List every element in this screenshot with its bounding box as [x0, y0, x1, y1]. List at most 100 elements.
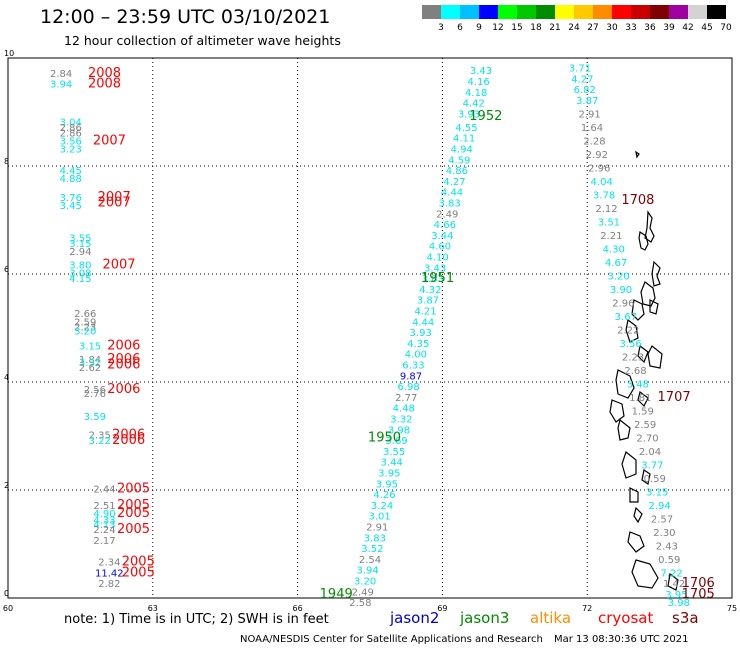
satellite-jason2: jason2: [390, 609, 440, 627]
wave-height-point: 4.59: [448, 155, 470, 166]
legend-swatch: [479, 5, 498, 19]
wave-height-point: 2.77: [395, 393, 417, 404]
wave-height-point: 3.95: [665, 590, 687, 601]
wave-height-point: 1.59: [632, 406, 654, 417]
wave-height-point: 2.58: [349, 598, 371, 609]
wave-height-point: 6.98: [397, 382, 419, 393]
legend-swatch: [593, 5, 612, 19]
legend-swatch: [498, 5, 517, 19]
wave-height-point: 3.56: [60, 136, 82, 147]
wave-height-point: 3.15: [79, 342, 101, 353]
wave-height-point: 2.28: [583, 136, 605, 147]
pass-time-label: 2005: [117, 498, 150, 513]
wave-height-point: 6.82: [574, 85, 596, 96]
coastline-island: [651, 260, 661, 287]
pass-time-label: 2008: [88, 77, 121, 92]
wave-height-point: 2.23: [74, 323, 96, 334]
coastline-island: [667, 572, 679, 591]
wave-height-point: 4.94: [451, 145, 473, 156]
wave-height-point: 3.93: [458, 109, 480, 120]
wave-height-point: 3.15: [646, 487, 668, 498]
wave-height-point: 3.94: [50, 80, 72, 91]
wave-height-point: 3.83: [364, 533, 386, 544]
wave-height-point: 3.95: [378, 469, 400, 480]
wave-height-point: 3.01: [369, 512, 391, 523]
wave-height-point: 2.59: [634, 420, 656, 431]
wave-height-point: 4.44: [441, 188, 463, 199]
wave-height-point: 4.42: [463, 99, 485, 110]
wave-height-point: 2.96: [612, 298, 634, 309]
wave-height-point: 4.35: [407, 339, 429, 350]
wave-height-point: 3.69: [385, 436, 407, 447]
wave-height-point: 2.56: [84, 385, 106, 396]
pass-time-label: 1705: [682, 587, 715, 602]
footnote: note: 1) Time is in UTC; 2) SWH is in fe…: [64, 612, 329, 627]
coastline-island: [637, 390, 649, 408]
wave-height-point: 3.43: [470, 66, 492, 77]
y-tick-label: 4: [4, 373, 9, 382]
wave-height-point: 2.86: [60, 128, 82, 139]
x-tick-label: 66: [293, 604, 303, 613]
coastline-island: [647, 345, 663, 369]
y-tick-label: 0: [4, 589, 9, 598]
wave-height-point: 4.44: [412, 317, 434, 328]
wave-height-point: 3.20: [354, 577, 376, 588]
wave-height-point: 4.16: [467, 77, 489, 88]
pass-time-label: 2006: [107, 352, 140, 367]
x-tick-label: 72: [582, 604, 592, 613]
wave-height-point: 3.87: [417, 296, 439, 307]
pass-time-label: 2005: [117, 482, 150, 497]
wave-height-point: 3.20: [74, 326, 96, 337]
legend-swatch: [612, 5, 631, 19]
wave-height-point: 4.27: [571, 74, 593, 85]
wave-height-point: 2.49: [436, 209, 458, 220]
wave-height-point: 2.49: [352, 587, 374, 598]
wave-height-point: 3.44: [431, 231, 453, 242]
wave-height-point: 2.23: [622, 352, 644, 363]
wave-height-point: 1.42: [663, 579, 685, 590]
x-tick-label: 69: [437, 604, 447, 613]
legend-label: 15: [511, 23, 523, 33]
wave-height-point: 2.51: [93, 501, 115, 512]
wave-height-point: 2.21: [600, 231, 622, 242]
pass-time-label: 1708: [621, 193, 654, 208]
wave-height-point: 2.96: [588, 163, 610, 174]
coastline-island: [621, 450, 637, 479]
wave-height-point: 3.52: [361, 544, 383, 555]
wave-height-point: 2.30: [653, 528, 675, 539]
legend-label: 36: [644, 23, 656, 33]
wave-height-point: 3.95: [376, 479, 398, 490]
coastline-island: [615, 369, 635, 399]
legend-label: 27: [587, 23, 599, 33]
legend-label: 12: [492, 23, 504, 33]
wave-height-point: 4.48: [393, 404, 415, 415]
wave-height-point: 3.76: [60, 193, 82, 204]
legend-swatch: [517, 5, 536, 19]
pass-time-label: 1707: [658, 390, 691, 405]
wave-height-point: 4.11: [453, 134, 475, 145]
wave-height-point: 1.84: [79, 355, 101, 366]
chart-subtitle: 12 hour collection of altimeter wave hei…: [64, 33, 341, 48]
x-tick-label: 75: [727, 604, 737, 613]
coastline-island: [617, 418, 631, 441]
x-tick-label: 60: [3, 604, 13, 613]
pass-time-label: 2007: [102, 258, 135, 273]
wave-height-point: 2.91: [366, 523, 388, 534]
wave-height-point: 4.21: [414, 307, 436, 318]
satellite-cryosat: cryosat: [598, 609, 654, 627]
pass-time-label: 2005: [122, 565, 155, 580]
legend-label: 24: [568, 23, 580, 33]
y-tick-label: 2: [4, 481, 9, 490]
wave-height-point: 2.43: [656, 541, 678, 552]
legend-label: 70: [720, 23, 732, 33]
wave-height-point: 2.62: [79, 363, 101, 374]
wave-height-point: 3.55: [69, 234, 91, 245]
wave-height-point: 2.68: [624, 366, 646, 377]
wave-height-point: 3.32: [79, 358, 101, 369]
pass-time-label: 2005: [117, 522, 150, 537]
legend-label: 9: [476, 23, 482, 33]
wave-height-point: 3.90: [610, 285, 632, 296]
coastline-island: [629, 487, 639, 503]
coastline-island: [641, 469, 651, 485]
